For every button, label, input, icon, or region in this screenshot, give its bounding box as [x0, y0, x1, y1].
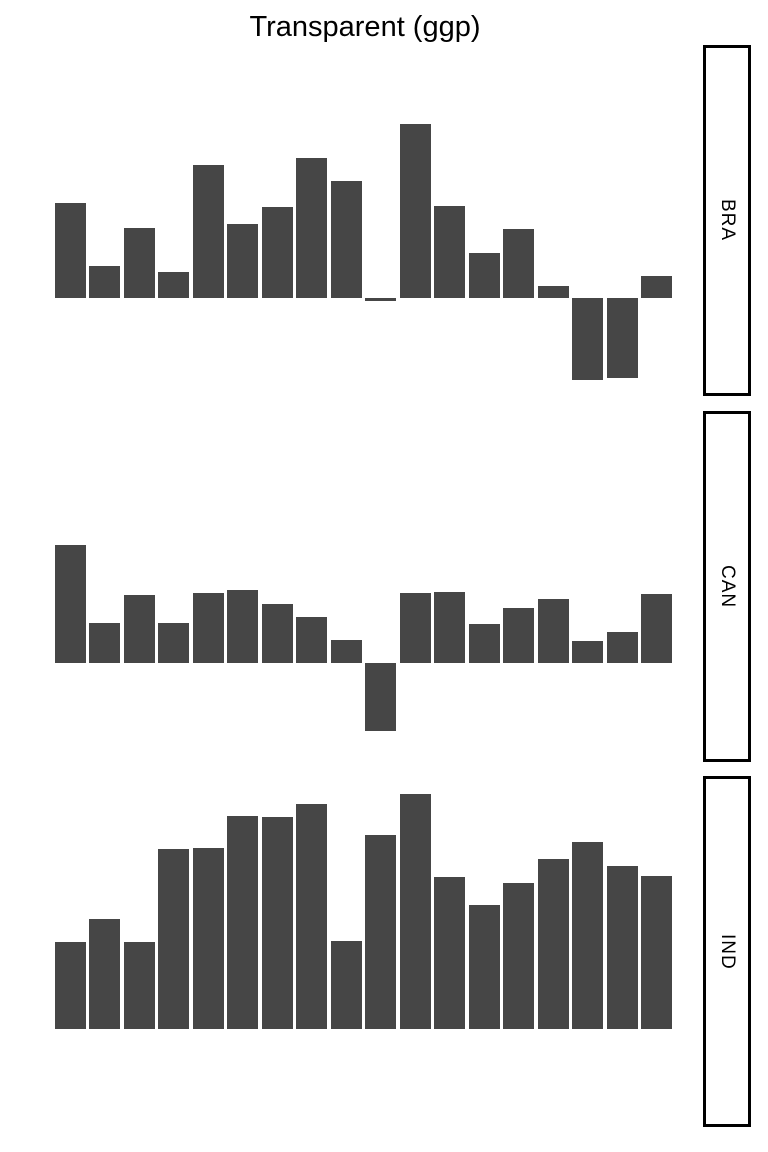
bar-can-15	[537, 599, 569, 663]
bar-bra-2	[89, 266, 121, 298]
bar-can-16	[572, 641, 604, 663]
bar-ind-14	[503, 883, 535, 1029]
bar-bra-18	[640, 276, 672, 298]
bar-can-7	[261, 604, 293, 663]
bar-can-10	[365, 663, 397, 731]
bar-bra-17	[606, 298, 638, 378]
bar-ind-8	[296, 804, 328, 1029]
bar-can-5	[192, 593, 224, 663]
bar-can-6	[227, 590, 259, 663]
bar-ind-16	[572, 842, 604, 1029]
bar-bra-13	[468, 253, 500, 298]
facet-strip-can: CAN	[703, 411, 751, 762]
bar-can-2	[89, 623, 121, 663]
bar-ind-11	[399, 794, 431, 1029]
bar-bra-1	[55, 203, 86, 298]
bar-ind-10	[365, 835, 397, 1029]
bar-ind-1	[55, 942, 86, 1029]
bar-ind-18	[640, 876, 672, 1029]
bar-ind-15	[537, 859, 569, 1029]
bar-can-3	[123, 595, 155, 663]
facet-strip-label-can: CAN	[717, 564, 738, 609]
facet-strip-label-bra: BRA	[717, 199, 738, 242]
bar-ind-4	[158, 849, 190, 1029]
bar-bra-15	[537, 286, 569, 298]
bar-bra-9	[330, 181, 362, 298]
bar-can-14	[503, 608, 535, 663]
bar-ind-7	[261, 817, 293, 1029]
bar-can-18	[640, 594, 672, 663]
bar-ind-3	[123, 942, 155, 1029]
bar-bra-6	[227, 224, 259, 298]
bar-can-4	[158, 623, 190, 663]
bar-can-1	[55, 545, 86, 663]
bar-bra-5	[192, 165, 224, 298]
bar-can-9	[330, 640, 362, 663]
bar-bra-11	[399, 124, 431, 298]
bar-ind-17	[606, 866, 638, 1029]
bar-ind-13	[468, 905, 500, 1029]
bar-bra-4	[158, 272, 190, 298]
facet-strip-label-ind: IND	[717, 933, 738, 970]
bar-bra-3	[123, 228, 155, 298]
facet-strip-bra: BRA	[703, 45, 751, 396]
bar-ind-5	[192, 848, 224, 1029]
bar-ind-6	[227, 816, 259, 1029]
bar-bra-16	[572, 298, 604, 380]
bar-ind-2	[89, 919, 121, 1029]
bar-can-8	[296, 617, 328, 663]
chart-title: Transparent (ggp)	[249, 11, 481, 43]
bar-bra-10	[365, 298, 397, 301]
bar-can-11	[399, 593, 431, 663]
bar-can-13	[468, 624, 500, 663]
bar-can-17	[606, 632, 638, 663]
facet-strip-ind: IND	[703, 776, 751, 1127]
bar-bra-7	[261, 207, 293, 298]
bar-ind-9	[330, 941, 362, 1029]
bar-can-12	[434, 592, 466, 663]
bar-bra-14	[503, 229, 535, 298]
bar-ind-12	[434, 877, 466, 1029]
bar-bra-8	[296, 158, 328, 298]
bar-bra-12	[434, 206, 466, 298]
